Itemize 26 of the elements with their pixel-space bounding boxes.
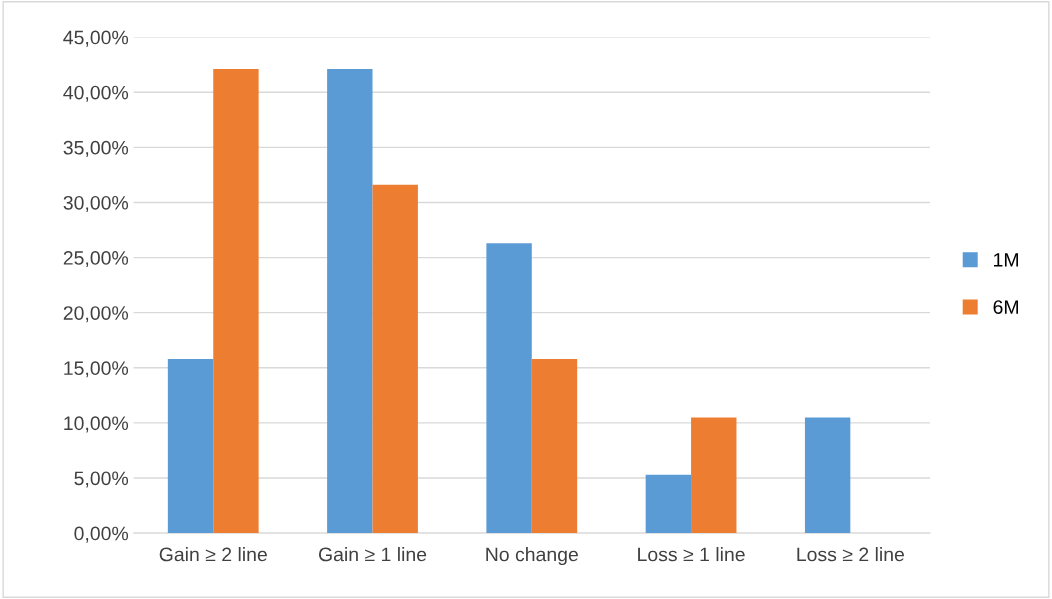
- y-tick-label: 10,00%: [64, 416, 129, 433]
- bar: [486, 243, 532, 534]
- x-tick-label: Gain ≥ 2 line: [159, 547, 267, 562]
- y-tick-label: 45,00%: [63, 30, 129, 47]
- bar: [691, 417, 737, 534]
- y-tick-label: 25,00%: [63, 251, 129, 268]
- bar: [531, 358, 578, 534]
- x-tick-label: Loss ≥ 1 line: [638, 547, 745, 562]
- y-tick-label: 15,00%: [64, 361, 129, 378]
- y-tick-label: 0,00%: [74, 526, 129, 543]
- bar: [372, 184, 418, 534]
- y-tick-label: 40,00%: [63, 85, 129, 102]
- x-tick-label: No change: [486, 547, 578, 566]
- y-tick-label: 20,00%: [63, 306, 129, 323]
- bar: [804, 417, 851, 534]
- legend-label: 6M: [993, 300, 1018, 314]
- y-tick-label: 35,00%: [63, 140, 129, 157]
- x-tick-label: Loss ≥ 2 line: [797, 547, 904, 562]
- bar: [327, 69, 373, 534]
- bar: [645, 474, 692, 534]
- legend-label: 1M: [994, 253, 1018, 267]
- bar: [167, 358, 214, 534]
- y-tick-label: 5,00%: [74, 471, 129, 488]
- bar: [213, 69, 259, 534]
- y-tick-label: 30,00%: [63, 195, 129, 212]
- x-tick-label: Gain ≥ 1 line: [318, 547, 427, 562]
